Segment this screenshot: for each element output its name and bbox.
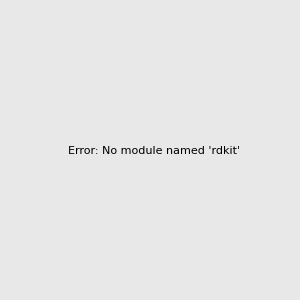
Text: Error: No module named 'rdkit': Error: No module named 'rdkit' — [68, 146, 240, 157]
